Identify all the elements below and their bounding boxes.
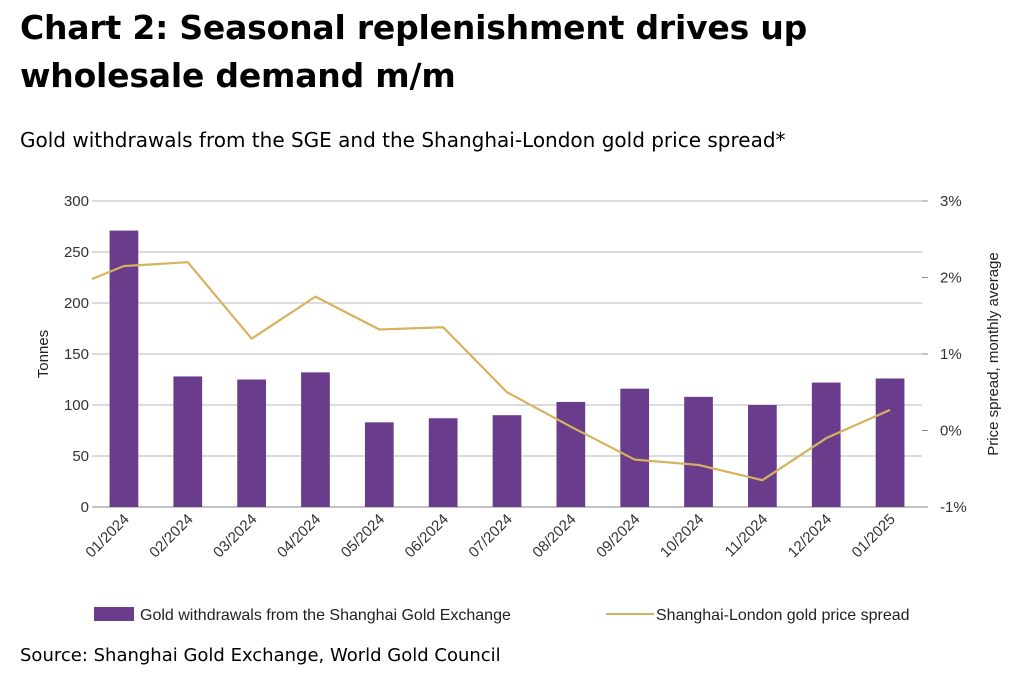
bar [173,376,203,507]
bar [556,401,586,507]
bar [684,396,713,507]
legend: Gold withdrawals from the Shanghai Gold … [94,607,910,624]
source-note: Source: Shanghai Gold Exchange, World Go… [20,645,501,666]
y2-tick-label: 3% [940,193,962,210]
bar [492,415,522,507]
bar [237,379,266,507]
x-tick-label: 07/2024 [465,511,515,561]
y-tick-label: 50 [72,448,89,465]
bar [620,388,650,507]
left-axis-ticks: 300 250 200 150 100 50 0 [64,193,89,516]
x-tick-label: 09/2024 [593,511,643,561]
x-tick-label: 06/2024 [402,511,452,561]
y2-tick-label: 2% [940,270,962,287]
x-tick-label: 10/2024 [657,511,707,561]
y-tick-label: 300 [64,193,89,210]
chart-subtitle: Gold withdrawals from the SGE and the Sh… [20,128,786,152]
y-tick-label: 250 [64,244,89,261]
bar [109,230,139,507]
legend-line-label: Shanghai-London gold price spread [656,607,910,624]
chart-title: Chart 2: Seasonal replenishment drives u… [20,8,808,95]
legend-bar-label: Gold withdrawals from the Shanghai Gold … [140,607,511,624]
x-tick-label: 08/2024 [529,511,579,561]
y-tick-label: 100 [64,397,89,414]
y2-tick-label: 1% [940,346,962,363]
x-axis-ticks: 01/2024 02/2024 03/2024 04/2024 05/2024 06/20… [82,511,899,561]
x-tick-label: 12/2024 [785,511,835,561]
bar [428,418,458,507]
bar [364,422,394,507]
y-tick-label: 150 [64,346,89,363]
y2-tick-label: -1% [940,499,967,516]
y-tick-label: 200 [64,295,89,312]
bar [748,405,777,507]
y-axis-label: Tonnes [35,330,52,378]
bar [875,378,905,507]
x-tick-label: 05/2024 [338,511,388,561]
legend-bar-swatch [94,607,134,621]
x-tick-label: 03/2024 [210,511,260,561]
right-axis-ticks: 3% 2% 1% 0% -1% [922,193,967,516]
y2-axis-label: Price spread, monthly average [985,252,1002,455]
x-tick-label: 11/2024 [722,511,772,561]
x-tick-label: 01/2024 [82,511,132,561]
y2-tick-label: 0% [940,423,962,440]
y-tick-label: 0 [81,499,89,516]
x-tick-label: 04/2024 [274,511,324,561]
line-series [91,261,891,482]
bar [301,372,330,507]
x-tick-label: 01/2025 [849,511,899,561]
spread-line [91,261,891,482]
x-tick-label: 02/2024 [146,511,196,561]
